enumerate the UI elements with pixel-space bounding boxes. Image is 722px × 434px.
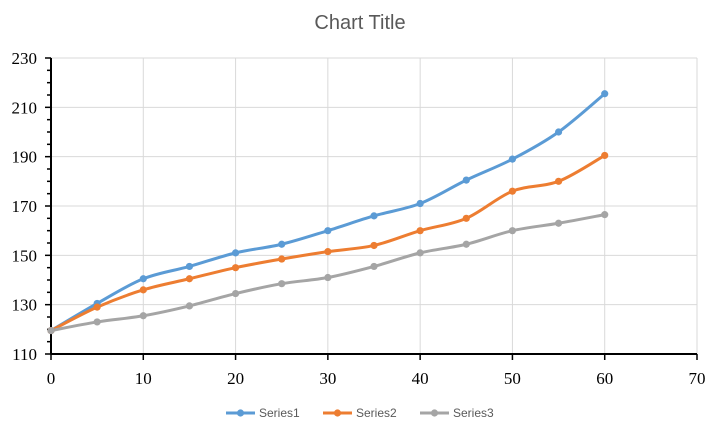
data-point-series2: [139, 286, 147, 294]
data-point-series3: [47, 326, 55, 335]
x-tick-label: 20: [227, 369, 244, 388]
data-point-series2: [462, 214, 470, 222]
data-point-series2: [278, 255, 286, 263]
gridlines: [51, 57, 698, 354]
data-point-series1: [554, 128, 563, 136]
data-point-series2: [554, 177, 563, 185]
data-point-series2: [370, 241, 378, 250]
data-point-series2: [416, 227, 424, 235]
legend-label-series1: Series1: [259, 406, 300, 420]
axes: [45, 57, 698, 360]
y-tick-label: 210: [12, 98, 38, 117]
data-point-series2: [324, 248, 332, 256]
data-point-series3: [370, 262, 378, 271]
data-point-series1: [324, 227, 332, 235]
x-tick-label: 60: [596, 369, 613, 388]
legend-marker-series3: [430, 409, 439, 417]
data-point-series3: [416, 249, 424, 257]
data-point-series3: [554, 219, 563, 227]
data-point-series1: [462, 176, 470, 184]
data-point-series3: [601, 211, 609, 219]
x-tick-label: 70: [689, 369, 706, 388]
data-point-series3: [139, 312, 147, 320]
y-tick-label: 110: [12, 345, 37, 364]
data-point-series1: [416, 199, 424, 208]
data-point-series1: [139, 275, 147, 283]
data-point-series2: [508, 187, 517, 195]
legend-marker-series1: [236, 409, 245, 417]
y-tick-label: 230: [12, 49, 38, 68]
x-tick-label: 30: [319, 369, 336, 388]
legend-marker-series2: [333, 409, 342, 417]
data-point-series3: [185, 302, 194, 310]
data-point-series1: [370, 212, 378, 220]
data-point-series3: [324, 273, 332, 282]
data-point-series3: [93, 318, 101, 326]
legend-label-series2: Series2: [356, 406, 397, 420]
x-tick-label: 50: [504, 369, 521, 388]
data-point-series2: [93, 303, 101, 311]
chart-title: Chart Title: [314, 12, 405, 34]
legend: Series1 Series2 Series3: [226, 406, 494, 420]
data-point-series1: [185, 262, 194, 271]
x-tick-label: 10: [135, 369, 152, 388]
y-tick-label: 150: [12, 246, 38, 265]
y-tick-label: 190: [12, 148, 38, 167]
x-tick-label: 0: [47, 369, 56, 388]
y-tick-label: 130: [12, 296, 38, 315]
data-point-series2: [231, 264, 240, 272]
data-point-series2: [185, 275, 194, 283]
data-point-series3: [231, 289, 240, 298]
data-point-series3: [278, 280, 286, 288]
series-points: [47, 90, 609, 335]
legend-label-series3: Series3: [453, 406, 494, 420]
y-tick-label: 170: [12, 197, 38, 216]
data-point-series3: [462, 240, 470, 248]
data-point-series1: [601, 90, 609, 98]
data-point-series3: [508, 227, 517, 235]
tick-labels: 110 130 150 170 190 210 230 0 10 20 30 40 50 60 70: [12, 49, 706, 388]
data-point-series1: [508, 155, 517, 163]
data-point-series2: [601, 151, 609, 160]
data-point-series1: [231, 249, 240, 257]
x-tick-label: 40: [412, 369, 429, 388]
data-point-series1: [278, 240, 286, 248]
